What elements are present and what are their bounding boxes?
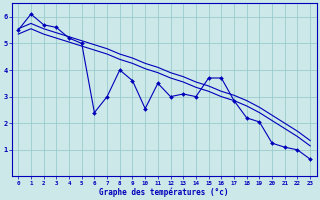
X-axis label: Graphe des températures (°c): Graphe des températures (°c) (100, 187, 229, 197)
